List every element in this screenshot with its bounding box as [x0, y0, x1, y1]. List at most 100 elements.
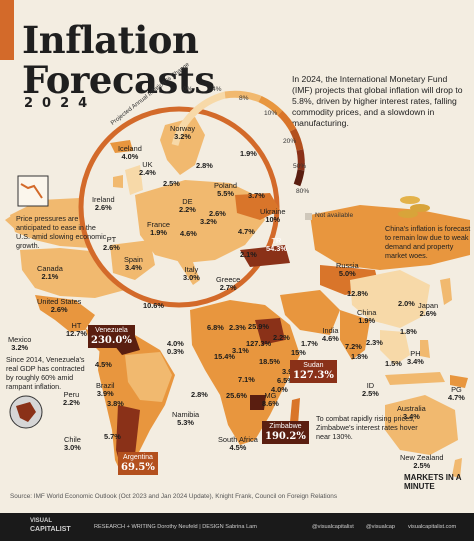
- note-us: Price pressures are anticipated to ease …: [16, 214, 107, 250]
- note-zimbabwe: To combat rapidly rising prices, Zimbabw…: [316, 414, 418, 441]
- map-value: 4.5%: [95, 360, 112, 369]
- philippines-shape: [420, 340, 430, 358]
- badge-argentina: Argentina 69.5%: [118, 452, 158, 475]
- label-canada: Canada 2.1%: [37, 264, 63, 281]
- title: Inflation Forecasts: [22, 18, 215, 102]
- alaska-shape: [5, 210, 30, 232]
- social-3[interactable]: visualcapitalist.com: [408, 524, 457, 530]
- label-poland: Poland 5.5%: [214, 181, 238, 198]
- label-uk: UK 2.4%: [139, 160, 156, 177]
- label-pg: PG 4.7%: [448, 385, 465, 402]
- map-value: 1.8%: [351, 352, 368, 361]
- label-japan: Japan 2.6%: [418, 301, 439, 318]
- badge-sudan: Sudan 127.3%: [290, 360, 337, 383]
- credits: RESEARCH + WRITING Dorothy Neufeld | DES…: [94, 524, 257, 530]
- label-chile: Chile 3.0%: [64, 435, 81, 452]
- intro-text: In 2024, the International Monetary Fund…: [292, 74, 463, 128]
- label-australia: Australia 3.4%: [397, 404, 426, 421]
- mexico-shape: [35, 295, 95, 332]
- russia-shape: [310, 205, 470, 270]
- map-value: 7.1%: [238, 375, 255, 384]
- legend-tick-1: 4%: [212, 86, 222, 93]
- ireland-shape: [113, 175, 123, 188]
- map-value: 2.2%: [273, 333, 290, 342]
- map-value: 25.6%: [226, 391, 247, 400]
- map-value: 2.8%: [191, 390, 208, 399]
- note-china: China's inflation is forecast to remain …: [385, 224, 471, 260]
- continent-shape: [135, 180, 265, 263]
- map-value: 3.1%: [232, 346, 249, 355]
- legend-tick-2: 8%: [239, 95, 249, 102]
- legend-tick-3: 10%: [264, 110, 278, 117]
- year: 2024: [24, 96, 97, 111]
- europe-value-7: 4.7%: [238, 227, 255, 236]
- china-shape: [350, 270, 430, 328]
- label-id: ID 2.5%: [362, 381, 379, 398]
- map-value: 18.5%: [259, 357, 280, 366]
- map-value: 0.3%: [167, 347, 184, 356]
- legend-tick-5: 50%: [293, 163, 307, 170]
- markets-in-a-minute-badge: MARKETS IN A MINUTE: [404, 473, 462, 491]
- legend-tick-0: 0%: [183, 86, 193, 93]
- map-value: 127.3%: [246, 339, 272, 348]
- not-available-label: Not available: [315, 212, 354, 219]
- label-norway: Norway 3.2%: [170, 124, 196, 141]
- badge-zimbabwe: Zimbabwe 190.2%: [262, 421, 309, 444]
- label-south-africa: South Africa 4.5%: [218, 435, 258, 452]
- map-value: 2.3%: [229, 323, 246, 332]
- label-iceland: Iceland 4.0%: [118, 144, 142, 161]
- label-namibia: Namibia 5.3%: [172, 410, 200, 427]
- turkey-shape: [240, 245, 290, 267]
- legend-arc: [171, 90, 305, 187]
- legend-tick-6: 80%: [296, 188, 310, 195]
- label-peru: Peru 2.2%: [63, 390, 80, 407]
- indonesia-shape: [385, 372, 445, 385]
- label-usa: United States 2.6%: [37, 297, 82, 314]
- label-pt: PT 2.6%: [103, 235, 120, 252]
- map-value: 15%: [291, 348, 306, 357]
- label-france: France 1.9%: [147, 220, 171, 237]
- iberia-shape: [110, 240, 155, 280]
- globe-icon: [9, 395, 43, 429]
- se-asia-shape: [380, 330, 410, 365]
- label-ht: HT 12.7%: [66, 321, 87, 338]
- brand-line1: VISUAL: [30, 518, 53, 524]
- brand-line2: CAPITALIST: [30, 526, 71, 533]
- label-ph: PH 3.4%: [407, 349, 424, 366]
- legend-tick-4: 20%: [283, 138, 297, 145]
- map-value: 2.3%: [366, 338, 383, 347]
- label-italy: Italy 3.0%: [183, 265, 200, 282]
- europe-value-3: 2.5%: [163, 179, 180, 188]
- label-new-zealand: New Zealand 2.5%: [400, 453, 444, 470]
- europe-inset: [78, 106, 290, 308]
- source-text: Source: IMF World Economic Outlook (Oct …: [10, 493, 338, 500]
- uk-shape: [125, 165, 143, 195]
- map-value: 2.0%: [398, 299, 415, 308]
- sudan-shape: [255, 318, 285, 345]
- map-value: 15.4%: [214, 352, 235, 361]
- coins-icon: [398, 196, 430, 218]
- scandinavia-shape: [160, 117, 205, 175]
- italy-shape: [175, 245, 200, 285]
- europe-value-6: 3.2%: [200, 217, 217, 226]
- map-value: 6.5%: [277, 376, 294, 385]
- madagascar-shape: [290, 398, 300, 425]
- europe-value-1: 2.8%: [196, 161, 213, 170]
- label-ireland: Ireland 2.6%: [92, 195, 115, 212]
- ukraine-shape: [235, 193, 280, 220]
- map-value: 1.7%: [301, 339, 318, 348]
- map-value: 4.0%: [167, 339, 184, 348]
- map-value: 1.5%: [385, 359, 402, 368]
- middle-east-shape: [280, 290, 340, 335]
- social-1[interactable]: @visualcapitalist: [312, 524, 354, 530]
- map-value: 10.6%: [143, 301, 164, 310]
- iceland-shape: [110, 140, 133, 153]
- label-mexico: Mexico 3.2%: [8, 335, 32, 352]
- india-shape: [340, 310, 370, 360]
- label-spain: Spain 3.4%: [124, 255, 143, 272]
- new-zealand-shape: [452, 458, 462, 478]
- map-value: 12.8%: [347, 289, 368, 298]
- social-2[interactable]: @visualcap: [366, 524, 395, 530]
- europe-value-4: 3.7%: [248, 191, 265, 200]
